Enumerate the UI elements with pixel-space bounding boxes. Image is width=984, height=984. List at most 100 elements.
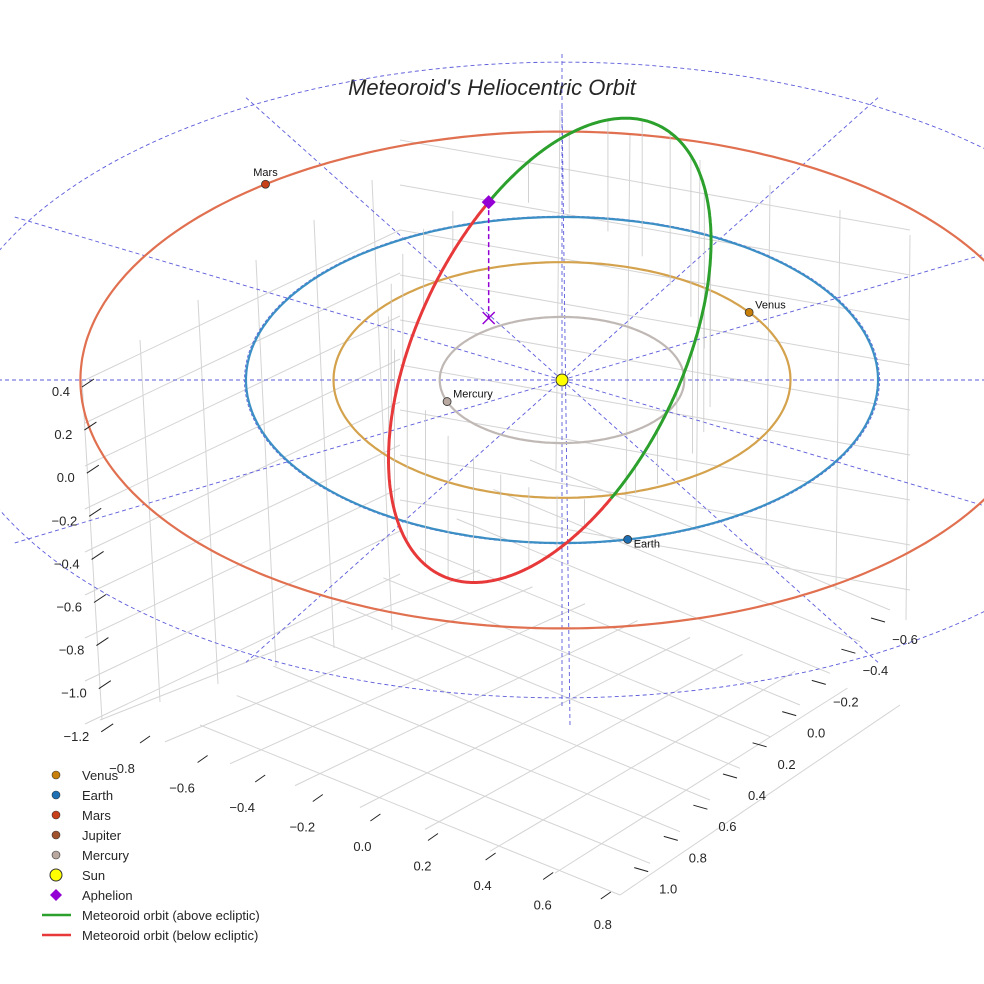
legend-item: Mars xyxy=(51,808,111,823)
grid-line xyxy=(313,219,335,649)
y-tick-mark xyxy=(634,867,649,873)
z-tick-mark xyxy=(88,507,102,517)
grid-line xyxy=(399,454,911,546)
x-tick-label: −0.8 xyxy=(109,761,135,776)
legend-item: Sun xyxy=(49,868,105,883)
x-tick-label: 0.6 xyxy=(534,898,552,913)
meteoroid-orbit-below xyxy=(387,203,613,584)
legend: Venus Earth Mars Jupiter Mercury Sun Aphelion M… xyxy=(42,768,260,943)
grid-line xyxy=(399,409,911,501)
legend-label: Jupiter xyxy=(82,828,122,843)
z-tick-label: −1.2 xyxy=(64,729,90,744)
x-tick-label: −0.6 xyxy=(169,781,195,796)
grid-line xyxy=(236,695,651,864)
x-tick-mark xyxy=(427,833,439,841)
grid-line xyxy=(399,184,911,276)
grid-line xyxy=(555,109,561,471)
y-tick-mark xyxy=(693,804,708,810)
y-tick-label: 0.0 xyxy=(807,726,825,741)
x-tick-label: 0.8 xyxy=(594,917,612,932)
sun-vertical-ray xyxy=(561,104,571,726)
legend-marker-icon xyxy=(51,810,61,820)
grid-line xyxy=(399,364,911,456)
z-tick-mark xyxy=(96,637,109,647)
x-tick-label: 0.0 xyxy=(353,839,371,854)
z-tick-mark xyxy=(91,550,104,560)
grid-line xyxy=(371,179,393,631)
x-tick-label: 0.2 xyxy=(413,859,431,874)
legend-item: Meteoroid orbit (below ecliptic) xyxy=(42,928,258,943)
legend-label: Sun xyxy=(82,868,105,883)
y-tick-mark xyxy=(782,711,797,717)
grid-line xyxy=(273,665,681,833)
meteoroid-orbit-above xyxy=(487,116,713,500)
legend-item: Earth xyxy=(51,788,113,803)
legend-diamond-icon xyxy=(50,889,62,901)
x-tick-mark xyxy=(600,891,612,900)
x-tick-label: −0.4 xyxy=(229,800,255,815)
z-tick-mark xyxy=(81,378,95,388)
planet-marker-mars xyxy=(261,179,270,189)
z-tick-mark xyxy=(86,464,100,474)
x-tick-mark xyxy=(312,794,324,802)
grid-line xyxy=(619,704,901,896)
grid-line xyxy=(399,229,911,321)
orbits xyxy=(79,116,984,630)
planet-marker-venus xyxy=(744,308,754,317)
planet-label-mercury: Mercury xyxy=(453,389,493,401)
y-tick-mark xyxy=(722,773,738,779)
legend-sun-icon xyxy=(49,868,63,882)
y-tick-label: −0.6 xyxy=(892,632,918,647)
grid-line xyxy=(309,636,711,801)
grid-line xyxy=(489,670,796,852)
grid-line xyxy=(383,577,771,738)
chart-title: Meteoroid's Heliocentric Orbit xyxy=(348,75,637,100)
grid-line xyxy=(905,234,911,621)
orbit-earth xyxy=(244,215,880,545)
grid-line xyxy=(399,319,911,411)
grid-line xyxy=(835,209,841,591)
grid-line xyxy=(84,272,401,424)
grid-line xyxy=(456,518,831,674)
grid-line xyxy=(84,401,401,553)
grid-line xyxy=(493,488,861,643)
z-tick-mark xyxy=(93,594,107,603)
legend-label: Earth xyxy=(82,788,113,803)
x-tick-mark xyxy=(197,755,208,763)
legend-marker-icon xyxy=(51,830,61,840)
z-tick-label: 0.2 xyxy=(54,427,72,442)
y-tick-mark xyxy=(841,648,856,654)
grid-line xyxy=(84,530,401,682)
legend-marker-icon xyxy=(51,790,61,800)
orbit-mars xyxy=(79,130,984,630)
y-tick-mark xyxy=(811,679,826,685)
legend-label: Mercury xyxy=(82,848,129,863)
grid-line xyxy=(84,573,401,725)
legend-marker-icon xyxy=(51,770,61,780)
grid-line xyxy=(229,603,586,765)
grid-line xyxy=(765,184,771,561)
x-tick-label: −0.2 xyxy=(289,820,315,835)
grid-line xyxy=(294,620,638,787)
tick-labels: 0.4 0.2 0.0 −0.2 −0.4 −0.6 −0.8 −1.0 −1.2 −0.8 −0.… xyxy=(52,378,918,932)
y-tick-label: 0.8 xyxy=(689,850,707,865)
grid-line xyxy=(529,459,891,611)
z-tick-mark xyxy=(84,421,97,431)
grid-line xyxy=(84,487,401,639)
x-tick-mark xyxy=(139,735,151,744)
grid-line xyxy=(99,569,481,721)
legend-label: Mars xyxy=(82,808,111,823)
y-tick-label: 0.2 xyxy=(778,757,796,772)
z-tick-label: −0.6 xyxy=(56,600,82,615)
grid-line xyxy=(84,358,401,510)
legend-item: Meteoroid orbit (above ecliptic) xyxy=(42,908,260,923)
legend-item: Jupiter xyxy=(51,828,122,843)
x-tick-mark xyxy=(254,774,266,783)
grid xyxy=(81,109,911,896)
outer-reference-circle xyxy=(0,61,984,699)
grid-line xyxy=(84,229,401,381)
y-tick-label: 1.0 xyxy=(659,882,677,897)
legend-item: Aphelion xyxy=(50,888,133,903)
grid-line xyxy=(424,653,743,830)
